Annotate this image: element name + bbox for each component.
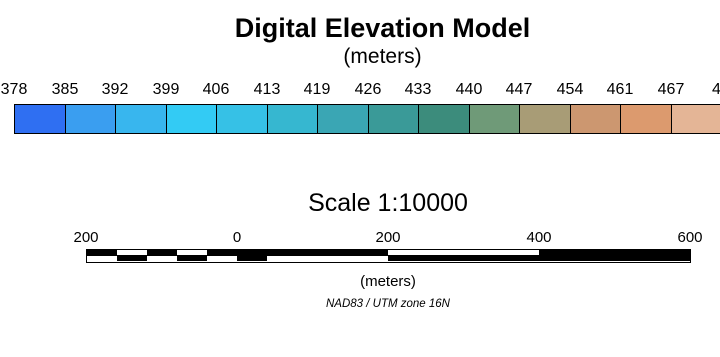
scalebar-segment — [388, 255, 539, 261]
elevation-color-bar — [14, 104, 720, 134]
scalebar-label: 400 — [526, 229, 552, 246]
legend-units: (meters) — [343, 45, 422, 68]
scalebar-segment — [237, 255, 267, 261]
scalebar-segment — [117, 255, 147, 261]
elevation-tick-label: 467 — [657, 81, 685, 98]
elevation-tick-label: 399 — [152, 81, 180, 98]
scalebar-segment — [147, 250, 177, 256]
color-swatch — [166, 105, 217, 133]
elevation-tick-label: 413 — [253, 81, 281, 98]
elevation-tick-label: 378 — [0, 81, 28, 98]
scalebar-label: 600 — [677, 229, 703, 246]
scalebar-segment — [87, 250, 117, 256]
color-swatch — [671, 105, 720, 133]
color-swatch — [469, 105, 520, 133]
scalebar-segment — [177, 255, 207, 261]
color-swatch — [520, 105, 571, 133]
scalebar-label: 0 — [232, 229, 242, 246]
elevation-tick-label: 440 — [455, 81, 483, 98]
color-swatch — [318, 105, 369, 133]
elevation-tick-label: 433 — [404, 81, 432, 98]
color-swatch — [368, 105, 419, 133]
elevation-tick-label: 454 — [556, 81, 584, 98]
color-swatch — [116, 105, 167, 133]
elevation-tick-label: 392 — [101, 81, 129, 98]
elevation-tick-label: 461 — [606, 81, 634, 98]
elevation-tick-label: 47 — [712, 81, 720, 98]
scalebar-label: 200 — [73, 229, 99, 246]
color-swatch — [570, 105, 621, 133]
scalebar-segment — [539, 250, 690, 261]
scale-units: (meters) — [360, 273, 416, 290]
elevation-tick-label: 447 — [505, 81, 533, 98]
scalebar-label: 200 — [375, 229, 401, 246]
elevation-tick-label: 419 — [303, 81, 331, 98]
elevation-tick-label: 385 — [51, 81, 79, 98]
scale-bar — [86, 249, 691, 263]
elevation-tick-label: 426 — [354, 81, 382, 98]
scale-title: Scale 1:10000 — [308, 189, 468, 217]
scalebar-segment — [237, 250, 388, 256]
scalebar-segment — [207, 250, 237, 256]
legend-title: Digital Elevation Model — [234, 13, 531, 43]
color-swatch — [621, 105, 672, 133]
color-swatch — [65, 105, 116, 133]
projection-label: NAD83 / UTM zone 16N — [326, 298, 450, 310]
color-swatch — [267, 105, 318, 133]
color-swatch — [217, 105, 268, 133]
elevation-tick-label: 406 — [202, 81, 230, 98]
color-swatch — [419, 105, 470, 133]
color-swatch — [15, 105, 66, 133]
